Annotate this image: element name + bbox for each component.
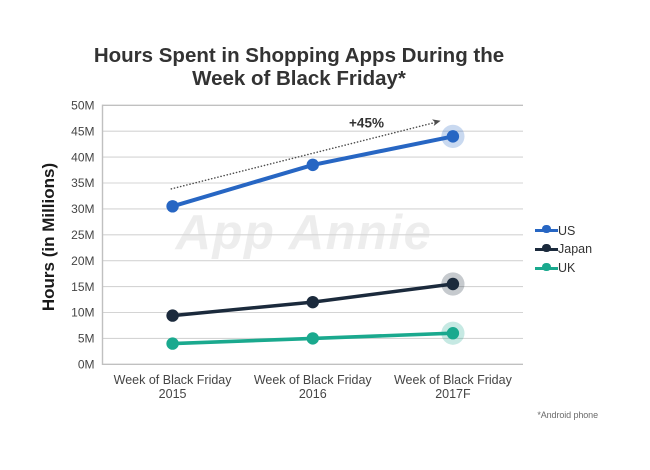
x-tick-label: Week of Black Friday: [394, 373, 513, 387]
legend-marker-us: [535, 222, 558, 240]
y-tick-label: 15M: [71, 280, 94, 294]
x-tick-label: Week of Black Friday: [114, 373, 233, 387]
x-tick-label: Week of Black Friday: [254, 373, 373, 387]
annotation-arrowhead: [432, 119, 441, 127]
y-axis-title: Hours (in Millions): [39, 162, 58, 312]
y-tick-label: 10M: [71, 306, 94, 320]
y-tick-label: 5M: [78, 332, 95, 346]
x-tick-label-year: 2016: [299, 387, 327, 401]
legend-label-us: US: [558, 223, 576, 238]
x-tick-label-year: 2017F: [435, 387, 471, 401]
legend-marker-uk: [535, 259, 558, 277]
chart-title: Hours Spent in Shopping Apps During the …: [93, 44, 505, 91]
legend-label-japan: Japan: [558, 242, 593, 257]
series-line-us: [170, 134, 455, 209]
data-point-uk-2: [446, 327, 460, 340]
x-tick-label-year: 2015: [159, 387, 187, 401]
data-point-us-1: [306, 158, 319, 172]
legend-item-us: US: [535, 222, 575, 240]
y-tick-label: 35M: [71, 176, 94, 190]
chart-title-line2: Week of Black Friday*: [192, 66, 406, 90]
data-point-uk-1: [306, 332, 319, 345]
watermark: App Annie: [175, 206, 433, 260]
data-point-japan-2: [446, 277, 460, 291]
y-tick-label: 45M: [71, 124, 94, 138]
annotation-arrow-line: [170, 121, 438, 190]
data-point-japan-0: [166, 309, 179, 322]
y-tick-label: 20M: [71, 254, 94, 268]
y-tick-label: 50M: [71, 99, 94, 113]
legend-item-uk: UK: [535, 259, 575, 277]
y-tick-label: 30M: [71, 202, 94, 216]
legend-item-japan: Japan: [535, 240, 592, 258]
legend-marker-japan: [535, 240, 558, 258]
annotation-label: +45%: [349, 115, 384, 130]
data-point-us-0: [166, 200, 179, 213]
footnote: *Android phone: [537, 410, 598, 420]
y-tick-label: 0M: [78, 358, 95, 372]
chart-title-line1: Hours Spent in Shopping Apps During the: [93, 44, 505, 67]
data-point-us-2: [446, 130, 460, 143]
y-tick-label: 40M: [71, 150, 94, 164]
data-point-japan-1: [306, 295, 319, 309]
y-tick-label: 25M: [71, 228, 94, 242]
legend-label-uk: UK: [558, 261, 576, 276]
data-point-uk-0: [166, 337, 179, 350]
